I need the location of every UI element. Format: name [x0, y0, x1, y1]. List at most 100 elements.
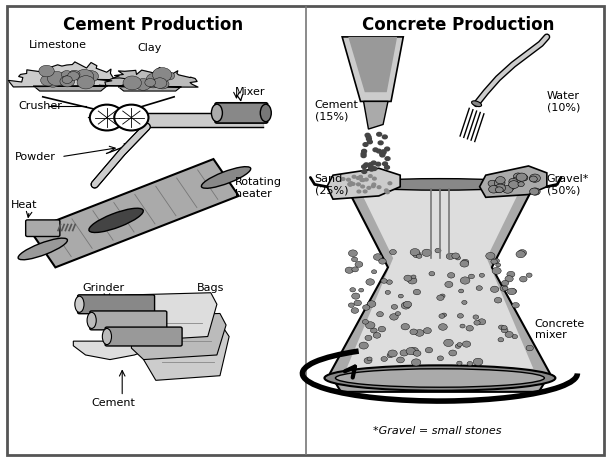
Circle shape: [146, 73, 164, 86]
Circle shape: [385, 290, 390, 295]
Circle shape: [416, 254, 422, 258]
Circle shape: [437, 295, 444, 301]
Circle shape: [415, 330, 424, 336]
Ellipse shape: [89, 208, 144, 232]
Circle shape: [164, 72, 175, 80]
Circle shape: [373, 148, 378, 152]
Circle shape: [360, 185, 364, 188]
Circle shape: [498, 337, 503, 342]
Polygon shape: [8, 62, 133, 87]
Circle shape: [513, 173, 523, 180]
Circle shape: [373, 177, 376, 180]
Circle shape: [371, 185, 375, 188]
Circle shape: [367, 137, 371, 141]
Circle shape: [409, 348, 419, 354]
Circle shape: [411, 359, 421, 366]
Circle shape: [444, 339, 453, 347]
Circle shape: [151, 75, 166, 87]
Circle shape: [516, 173, 527, 181]
Circle shape: [381, 278, 387, 284]
Circle shape: [348, 183, 352, 186]
Circle shape: [526, 273, 532, 278]
Text: Bags: Bags: [197, 283, 224, 293]
Circle shape: [445, 281, 453, 288]
Circle shape: [376, 162, 381, 166]
Circle shape: [380, 153, 385, 157]
Circle shape: [408, 277, 417, 284]
Text: Rotating
heater: Rotating heater: [235, 177, 282, 199]
Text: Powder: Powder: [15, 152, 56, 162]
Circle shape: [413, 350, 421, 356]
Circle shape: [351, 257, 357, 262]
Circle shape: [357, 190, 360, 193]
Circle shape: [90, 105, 124, 130]
Polygon shape: [122, 293, 217, 341]
Circle shape: [386, 191, 389, 194]
Circle shape: [348, 183, 351, 185]
Circle shape: [512, 302, 519, 308]
Text: Concrete Production: Concrete Production: [362, 16, 554, 35]
Circle shape: [156, 79, 169, 89]
Circle shape: [367, 357, 372, 361]
Circle shape: [152, 74, 168, 86]
Circle shape: [473, 315, 478, 319]
Circle shape: [518, 249, 527, 256]
Circle shape: [489, 185, 499, 193]
Circle shape: [439, 324, 447, 330]
FancyBboxPatch shape: [7, 6, 604, 455]
Circle shape: [45, 75, 61, 87]
Circle shape: [467, 361, 473, 366]
Circle shape: [491, 286, 499, 292]
Circle shape: [508, 181, 519, 189]
Circle shape: [457, 361, 462, 365]
Polygon shape: [96, 67, 198, 87]
Circle shape: [398, 294, 403, 298]
Circle shape: [530, 174, 540, 182]
Circle shape: [474, 358, 483, 366]
Circle shape: [365, 335, 372, 341]
Polygon shape: [131, 313, 226, 360]
Circle shape: [385, 157, 390, 160]
Circle shape: [362, 170, 367, 173]
Circle shape: [48, 71, 67, 86]
Polygon shape: [73, 341, 159, 360]
Circle shape: [360, 179, 364, 182]
Circle shape: [346, 178, 350, 181]
Circle shape: [381, 356, 387, 361]
Circle shape: [367, 301, 376, 307]
Circle shape: [366, 135, 371, 139]
Circle shape: [370, 328, 377, 333]
Circle shape: [352, 267, 359, 272]
Circle shape: [460, 277, 470, 284]
Circle shape: [509, 178, 518, 185]
Circle shape: [377, 186, 381, 189]
Circle shape: [446, 253, 455, 260]
Circle shape: [513, 177, 521, 183]
Circle shape: [505, 276, 513, 282]
Circle shape: [378, 326, 386, 332]
Circle shape: [395, 312, 401, 316]
Ellipse shape: [324, 365, 555, 391]
Circle shape: [510, 289, 516, 294]
Circle shape: [519, 175, 528, 181]
Circle shape: [367, 187, 371, 189]
Circle shape: [449, 350, 456, 356]
Circle shape: [500, 285, 508, 291]
FancyBboxPatch shape: [26, 220, 60, 236]
Circle shape: [62, 76, 72, 83]
Circle shape: [60, 76, 75, 87]
Circle shape: [361, 154, 366, 158]
Circle shape: [401, 302, 411, 309]
Circle shape: [410, 329, 417, 335]
Circle shape: [368, 175, 372, 177]
Circle shape: [423, 328, 431, 334]
Polygon shape: [144, 323, 229, 380]
Circle shape: [462, 301, 467, 304]
Text: Heat: Heat: [11, 200, 37, 210]
Circle shape: [459, 289, 464, 293]
Circle shape: [361, 179, 365, 182]
Polygon shape: [480, 166, 547, 197]
Circle shape: [469, 274, 475, 279]
Circle shape: [357, 183, 360, 186]
Ellipse shape: [18, 238, 67, 260]
